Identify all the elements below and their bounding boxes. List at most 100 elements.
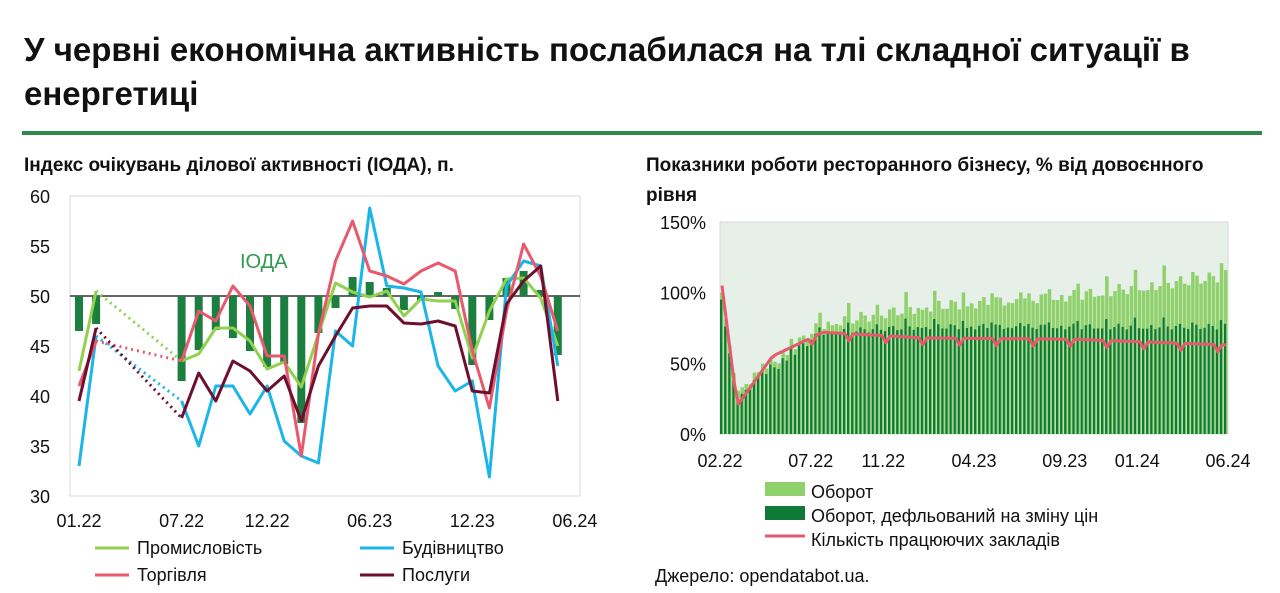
deflated-turnover-bar xyxy=(1133,317,1137,434)
deflated-turnover-bar xyxy=(1047,322,1050,434)
deflated-turnover-bar xyxy=(781,358,784,434)
ioda-bar xyxy=(263,296,272,367)
deflated-turnover-bar xyxy=(900,329,903,434)
ioda-annotation: ІОДА xyxy=(240,251,288,273)
deflated-turnover-bar xyxy=(1027,323,1030,434)
ioda-bar xyxy=(434,292,443,296)
deflated-turnover-bar xyxy=(875,324,878,434)
deflated-turnover-bar xyxy=(1105,319,1108,434)
deflated-turnover-bar xyxy=(941,328,944,434)
legend-label: Послуги xyxy=(402,565,470,585)
page-title: У червні економічна активність послабила… xyxy=(24,31,1190,112)
deflated-turnover-bar xyxy=(1023,326,1026,434)
legend-label: Торгівля xyxy=(137,565,207,585)
deflated-turnover-bar xyxy=(724,326,727,434)
deflated-turnover-bar xyxy=(1117,323,1120,434)
deflated-turnover-bar xyxy=(728,353,731,434)
x-tick-label: 09.23 xyxy=(1042,451,1087,471)
deflated-turnover-bar xyxy=(851,332,854,434)
deflated-turnover-bar xyxy=(777,369,780,434)
deflated-turnover-bar xyxy=(994,324,997,434)
y-tick-label: 100% xyxy=(660,284,706,304)
deflated-turnover-bar xyxy=(920,328,923,434)
ioda-bar xyxy=(75,296,83,331)
series-line-0 xyxy=(181,276,560,389)
x-tick-label: 01.24 xyxy=(1115,451,1160,471)
deflated-turnover-bar xyxy=(806,346,809,434)
deflated-turnover-bar xyxy=(801,343,805,434)
deflated-turnover-bar xyxy=(752,379,756,434)
deflated-turnover-bar xyxy=(1039,324,1042,434)
deflated-turnover-bar xyxy=(773,367,776,434)
deflated-turnover-bar xyxy=(1195,324,1198,434)
legend-swatch-deflated xyxy=(765,506,805,520)
legend-label: Оборот xyxy=(811,482,873,502)
deflated-turnover-bar xyxy=(830,333,833,434)
deflated-turnover-bar xyxy=(1146,328,1149,434)
deflated-turnover-bar xyxy=(1010,328,1014,434)
ioda-bar xyxy=(468,296,477,365)
deflated-turnover-bar xyxy=(986,328,989,434)
deflated-turnover-bar xyxy=(974,329,977,434)
deflated-turnover-bar xyxy=(810,340,813,434)
deflated-turnover-bar xyxy=(1141,328,1145,434)
deflated-turnover-bar xyxy=(1064,329,1067,434)
legend-swatch-turnover xyxy=(765,482,805,496)
deflated-turnover-bar xyxy=(765,374,768,434)
series-start-3 xyxy=(77,327,98,402)
ioda-bar xyxy=(246,296,254,351)
ioda-bar xyxy=(348,277,357,296)
deflated-turnover-bar xyxy=(732,380,735,434)
x-tick-label: 11.22 xyxy=(861,451,905,471)
deflated-turnover-bar xyxy=(1182,327,1186,434)
y-tick-label: 55 xyxy=(30,237,50,257)
ioda-bar xyxy=(280,296,289,364)
deflated-turnover-bar xyxy=(740,393,743,434)
deflated-turnover-bar xyxy=(896,330,899,434)
deflated-turnover-bar xyxy=(1125,329,1128,434)
deflated-turnover-bar xyxy=(814,333,817,434)
deflated-turnover-bar xyxy=(1191,322,1194,434)
deflated-turnover-bar xyxy=(863,329,866,434)
deflated-turnover-bar xyxy=(879,329,883,434)
deflated-turnover-bar xyxy=(797,345,801,434)
deflated-turnover-bar xyxy=(1166,326,1169,434)
deflated-turnover-bar xyxy=(1137,328,1141,434)
y-tick-label: 50% xyxy=(670,354,706,374)
legend-label: Промисловість xyxy=(137,538,262,558)
ioda-bar xyxy=(365,282,374,296)
deflated-turnover-bar xyxy=(1035,329,1038,434)
y-tick-label: 40 xyxy=(30,387,50,407)
deflated-turnover-bar xyxy=(887,326,891,434)
deflated-turnover-bar xyxy=(912,329,915,434)
deflated-turnover-bar xyxy=(908,326,911,434)
series-line-1 xyxy=(180,206,560,479)
deflated-turnover-bar xyxy=(1121,326,1124,434)
deflated-turnover-bar xyxy=(924,327,928,434)
deflated-turnover-bar xyxy=(982,324,985,434)
deflated-turnover-bar xyxy=(859,327,862,434)
deflated-turnover-bar xyxy=(1014,326,1018,434)
deflated-turnover-bar xyxy=(978,325,981,434)
ioda-bar xyxy=(553,296,562,355)
ioda-bar xyxy=(536,290,545,296)
series-gap-3 xyxy=(95,326,183,420)
deflated-turnover-bar xyxy=(1199,328,1202,434)
deflated-turnover-bar xyxy=(871,329,874,434)
series-line-3 xyxy=(180,264,560,423)
x-tick-label: 12.23 xyxy=(450,511,495,531)
deflated-turnover-bar xyxy=(1223,323,1227,434)
deflated-turnover-bar xyxy=(736,397,739,434)
y-tick-label: 35 xyxy=(30,437,50,457)
plot-frame xyxy=(69,195,581,497)
deflated-turnover-bar xyxy=(1055,328,1059,434)
ioda-bar xyxy=(211,296,220,330)
deflated-turnover-bar xyxy=(1068,326,1071,434)
ioda-bar xyxy=(194,296,203,350)
deflated-turnover-bar xyxy=(953,325,956,434)
deflated-turnover-bar xyxy=(965,328,969,434)
deflated-turnover-bar xyxy=(1051,328,1055,434)
deflated-turnover-bar xyxy=(1158,327,1161,434)
deflated-turnover-bar xyxy=(904,318,907,434)
